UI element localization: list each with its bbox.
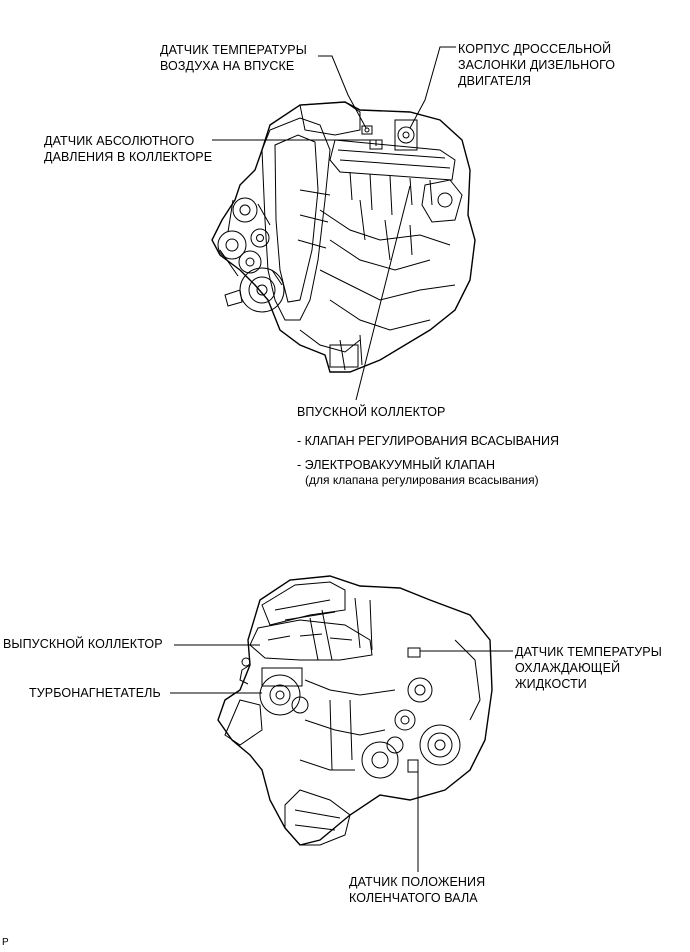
label-intake-air-temp-sensor: ДАТЧИК ТЕМПЕРАТУРЫ ВОЗДУХА НА ВПУСКЕ bbox=[160, 42, 307, 74]
leader-throttle-body bbox=[409, 46, 456, 129]
label-intake-manifold: ВПУСКНОЙ КОЛЛЕКТОР bbox=[297, 405, 446, 419]
bottom-engine-illustration bbox=[217, 575, 493, 846]
label-line: ЗАСЛОНКИ ДИЗЕЛЬНОГО bbox=[458, 58, 616, 72]
label-line: ДАВЛЕНИЯ В КОЛЛЕКТОРЕ bbox=[44, 150, 213, 164]
label-vacuum-switching-valve: - ЭЛЕКТРОВАКУУМНЫЙ КЛАПАН bbox=[297, 458, 496, 472]
label-map-sensor: ДАТЧИК АБСОЛЮТНОГО ДАВЛЕНИЯ В КОЛЛЕКТОРЕ bbox=[44, 133, 212, 165]
label-line: ДАТЧИК ПОЛОЖЕНИЯ bbox=[349, 875, 486, 889]
label-line: ДВИГАТЕЛЯ bbox=[458, 74, 532, 88]
label-diesel-throttle-body: КОРПУС ДРОССЕЛЬНОЙ ЗАСЛОНКИ ДИЗЕЛЬНОГО Д… bbox=[458, 41, 615, 89]
label-suction-control-valve: - КЛАПАН РЕГУЛИРОВАНИЯ ВСАСЫВАНИЯ bbox=[297, 434, 559, 448]
label-line: ДАТЧИК АБСОЛЮТНОГО bbox=[44, 134, 195, 148]
footer-code: P bbox=[2, 937, 9, 948]
label-line: ДАТЧИК ТЕМПЕРАТУРЫ bbox=[515, 645, 662, 659]
leader-intake-manifold bbox=[355, 185, 411, 401]
label-exhaust-manifold: ВЫПУСКНОЙ КОЛЛЕКТОР bbox=[3, 637, 163, 651]
top-engine-illustration bbox=[211, 101, 476, 373]
label-crankshaft-position-sensor: ДАТЧИК ПОЛОЖЕНИЯ КОЛЕНЧАТОГО ВАЛА bbox=[349, 874, 485, 906]
label-turbocharger: ТУРБОНАГНЕТАТЕЛЬ bbox=[29, 686, 161, 700]
label-vsv-note: (для клапана регулирования всасывания) bbox=[305, 473, 539, 487]
label-line: ЖИДКОСТИ bbox=[515, 677, 587, 691]
label-line: ВОЗДУХА НА ВПУСКЕ bbox=[160, 59, 295, 73]
leader-intake-air-temp bbox=[318, 55, 367, 129]
label-line: ДАТЧИК ТЕМПЕРАТУРЫ bbox=[160, 43, 307, 57]
label-coolant-temp-sensor: ДАТЧИК ТЕМПЕРАТУРЫ ОХЛАЖДАЮЩЕЙ ЖИДКОСТИ bbox=[515, 644, 662, 692]
leader-map-sensor bbox=[212, 139, 377, 146]
label-line: ОХЛАЖДАЮЩЕЙ bbox=[515, 661, 621, 675]
label-line: КОРПУС ДРОССЕЛЬНОЙ bbox=[458, 42, 612, 56]
label-line: КОЛЕНЧАТОГО ВАЛА bbox=[349, 891, 478, 905]
